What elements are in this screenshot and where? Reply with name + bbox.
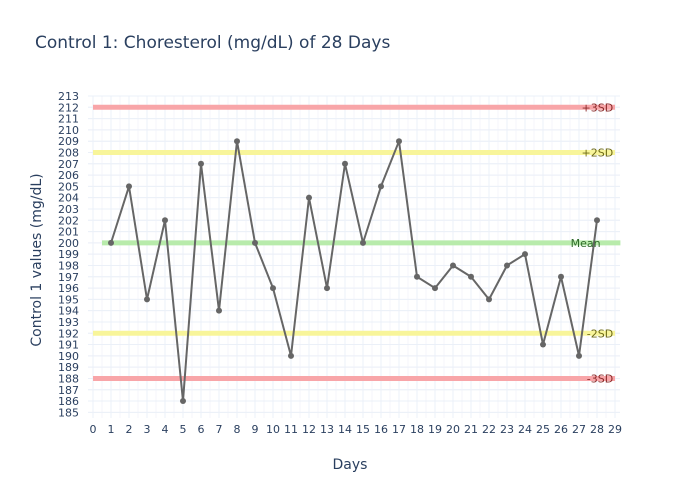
x-tick-label: 7 bbox=[216, 423, 223, 436]
y-tick-label: 200 bbox=[58, 237, 79, 250]
x-tick-label: 15 bbox=[356, 423, 370, 436]
series-line bbox=[110, 140, 598, 403]
x-axis-title: Days bbox=[332, 457, 368, 473]
data-point bbox=[450, 262, 456, 269]
x-tick-label: 14 bbox=[338, 423, 352, 436]
y-tick-label: 203 bbox=[58, 203, 79, 216]
y-tick-label: 201 bbox=[58, 226, 79, 239]
x-tick-label: 20 bbox=[446, 423, 460, 436]
y-tick-label: 196 bbox=[58, 282, 79, 295]
data-point bbox=[540, 341, 546, 348]
y-tick-label: 185 bbox=[58, 406, 79, 419]
data-point bbox=[468, 273, 474, 280]
reference-label: +2SD bbox=[582, 146, 614, 159]
data-point bbox=[306, 194, 312, 201]
x-tick-label: 12 bbox=[302, 423, 316, 436]
y-tick-label: 194 bbox=[58, 305, 79, 318]
x-tick-label: 9 bbox=[252, 423, 259, 436]
x-tick-label: 17 bbox=[392, 423, 406, 436]
data-point bbox=[144, 296, 150, 303]
data-point bbox=[360, 239, 366, 246]
reference-label: -3SD bbox=[587, 372, 613, 385]
x-tick-label: 18 bbox=[410, 423, 424, 436]
data-point bbox=[108, 239, 114, 246]
data-point bbox=[198, 160, 204, 167]
x-tick-label: 1 bbox=[108, 423, 115, 436]
data-point bbox=[432, 285, 438, 292]
y-tick-label: 190 bbox=[58, 350, 79, 363]
data-point bbox=[162, 217, 168, 224]
x-tick-label: 0 bbox=[90, 423, 97, 436]
x-tick-label: 23 bbox=[500, 423, 514, 436]
x-tick-label: 27 bbox=[572, 423, 586, 436]
y-tick-label: 195 bbox=[58, 293, 79, 306]
data-point bbox=[576, 352, 582, 359]
x-tick-label: 3 bbox=[144, 423, 151, 436]
x-tick-label: 25 bbox=[536, 423, 550, 436]
y-tick-label: 192 bbox=[58, 327, 79, 340]
data-point bbox=[342, 160, 348, 167]
x-tick-label: 22 bbox=[482, 423, 496, 436]
x-tick-label: 26 bbox=[554, 423, 568, 436]
x-tick-label: 28 bbox=[590, 423, 604, 436]
y-axis-title: Control 1 values (mg/dL) bbox=[29, 173, 45, 347]
x-tick-label: 6 bbox=[198, 423, 205, 436]
y-tick-label: 207 bbox=[58, 158, 79, 171]
y-tick-label: 199 bbox=[58, 248, 79, 261]
data-point bbox=[558, 273, 564, 280]
data-point bbox=[270, 285, 276, 292]
y-tick-label: 210 bbox=[58, 124, 79, 137]
y-tick-label: 186 bbox=[58, 395, 79, 408]
y-tick-label: 211 bbox=[58, 113, 79, 126]
y-tick-label: 191 bbox=[58, 339, 79, 352]
x-tick-label: 8 bbox=[234, 423, 241, 436]
y-tick-label: 208 bbox=[58, 146, 79, 159]
y-tick-label: 187 bbox=[58, 384, 79, 397]
x-tick-label: 5 bbox=[180, 423, 187, 436]
data-point bbox=[288, 352, 294, 359]
y-tick-label: 193 bbox=[58, 316, 79, 329]
data-point bbox=[126, 183, 132, 190]
x-tick-label: 19 bbox=[428, 423, 442, 436]
x-tick-label: 2 bbox=[126, 423, 133, 436]
data-point bbox=[378, 183, 384, 190]
x-tick-label: 16 bbox=[374, 423, 388, 436]
data-point bbox=[252, 239, 258, 246]
y-tick-label: 213 bbox=[58, 90, 79, 103]
x-tick-label: 13 bbox=[320, 423, 334, 436]
data-point bbox=[234, 138, 240, 145]
data-point bbox=[216, 307, 222, 314]
data-point bbox=[324, 285, 330, 292]
x-tick-label: 11 bbox=[284, 423, 298, 436]
y-tick-label: 206 bbox=[58, 169, 79, 182]
data-point bbox=[504, 262, 510, 269]
y-tick-label: 198 bbox=[58, 259, 79, 272]
y-tick-label: 197 bbox=[58, 271, 79, 284]
data-point bbox=[414, 273, 420, 280]
data-point bbox=[396, 138, 402, 145]
reference-label: Mean bbox=[571, 237, 601, 250]
x-tick-label: 24 bbox=[518, 423, 532, 436]
x-tick-label: 4 bbox=[162, 423, 169, 436]
y-tick-label: 209 bbox=[58, 135, 79, 148]
y-tick-label: 204 bbox=[58, 192, 79, 205]
data-point bbox=[486, 296, 492, 303]
x-tick-label: 10 bbox=[266, 423, 280, 436]
y-tick-label: 202 bbox=[58, 214, 79, 227]
x-tick-label: 21 bbox=[464, 423, 478, 436]
reference-label: -2SD bbox=[587, 327, 613, 340]
data-point bbox=[180, 398, 186, 405]
y-tick-label: 189 bbox=[58, 361, 79, 374]
reference-label: +3SD bbox=[582, 101, 614, 114]
data-point bbox=[522, 251, 528, 258]
data-point bbox=[594, 217, 600, 224]
chart-title: Control 1: Choresterol (mg/dL) of 28 Day… bbox=[35, 33, 391, 53]
y-tick-label: 205 bbox=[58, 180, 79, 193]
y-tick-label: 188 bbox=[58, 372, 79, 385]
y-tick-label: 212 bbox=[58, 101, 79, 114]
x-tick-label: 29 bbox=[608, 423, 622, 436]
